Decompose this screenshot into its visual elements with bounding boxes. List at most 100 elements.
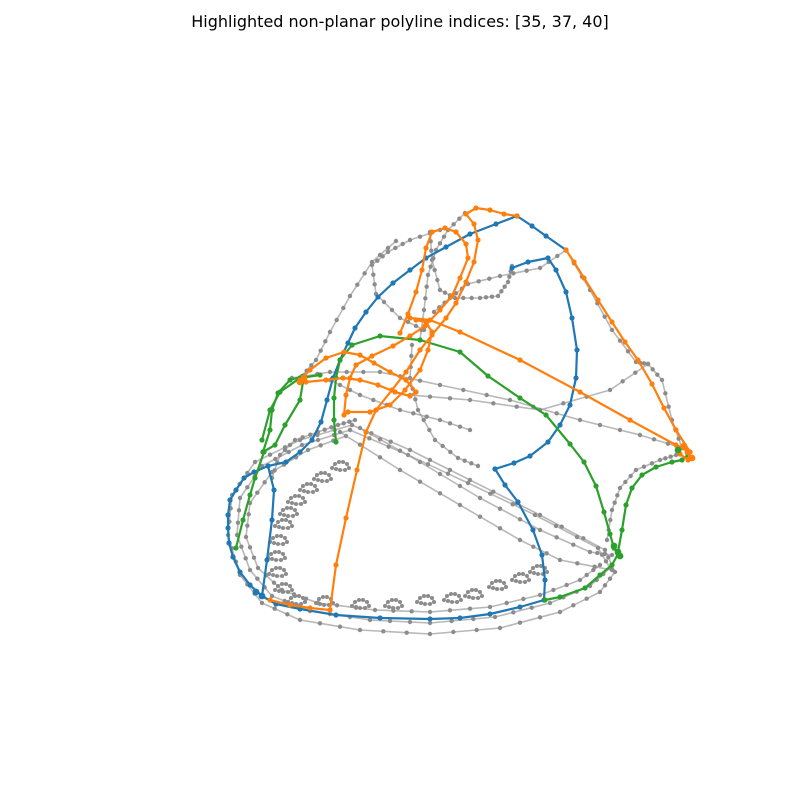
context-polyline-point xyxy=(577,577,583,583)
context-marker-cluster xyxy=(268,534,289,546)
highlight-polyline-40-point xyxy=(341,412,347,418)
highlight-polyline-40-point xyxy=(457,275,463,281)
context-marker-cluster-point xyxy=(280,574,284,578)
highlight-polyline-37-point xyxy=(609,562,615,568)
context-marker-cluster-point xyxy=(446,599,450,603)
context-polyline-point xyxy=(649,461,655,466)
context-polyline-point xyxy=(425,272,431,278)
context-polyline-point xyxy=(305,447,311,453)
context-polyline-point xyxy=(584,596,589,601)
context-polyline-point xyxy=(609,552,615,558)
context-polyline-point xyxy=(595,550,600,556)
highlight-polyline-35-point xyxy=(517,604,523,610)
context-polyline-point xyxy=(246,512,251,517)
context-polyline-point xyxy=(315,437,321,443)
highlight-polyline-35-point xyxy=(309,437,315,443)
highlight-polyline-37-point xyxy=(277,389,283,395)
context-polyline-point xyxy=(628,473,633,479)
context-polyline-point xyxy=(484,392,489,398)
context-polyline-point xyxy=(499,289,504,294)
context-marker-cluster-point xyxy=(299,502,303,506)
context-polyline-point xyxy=(357,425,363,431)
context-polyline-point xyxy=(427,609,433,615)
highlight-polyline-40-point xyxy=(407,333,413,339)
context-polyline-point xyxy=(273,456,278,462)
context-polyline-point xyxy=(417,378,423,383)
highlight-polyline-37-point xyxy=(259,437,265,443)
context-polyline-point xyxy=(491,401,496,406)
context-polyline-point xyxy=(449,618,454,624)
context-marker-cluster-point xyxy=(281,542,285,546)
context-polyline-point xyxy=(447,421,453,426)
context-polyline-point xyxy=(465,480,471,486)
highlight-polyline-40-point xyxy=(333,562,339,568)
context-marker-cluster-point xyxy=(539,564,543,568)
context-polyline-point xyxy=(287,442,293,448)
context-polyline-point xyxy=(259,600,265,606)
context-polyline-point xyxy=(497,526,503,531)
context-marker-cluster xyxy=(463,588,484,600)
context-marker-cluster-point xyxy=(281,590,285,594)
context-marker-cluster-point xyxy=(500,587,504,591)
highlight-polyline-40-point xyxy=(457,329,463,335)
highlight-polyline-40-point xyxy=(622,339,628,345)
context-marker-cluster xyxy=(273,518,294,530)
context-polyline-point xyxy=(609,507,615,513)
context-marker-cluster xyxy=(286,494,307,506)
context-marker-cluster-point xyxy=(418,596,422,600)
context-polyline-point xyxy=(329,425,334,430)
highlight-polyline-37-point xyxy=(240,517,246,523)
context-polyline-point xyxy=(623,479,628,485)
context-polyline-point xyxy=(389,307,395,313)
highlight-polyline-35-point xyxy=(574,347,580,353)
highlight-polyline-40-point xyxy=(453,229,459,235)
context-marker-cluster-point xyxy=(299,602,303,606)
context-marker-cluster-point xyxy=(354,605,358,609)
context-polyline-path xyxy=(419,212,466,341)
context-polyline-point xyxy=(602,314,607,319)
context-polyline-point xyxy=(347,387,353,393)
context-polyline-point xyxy=(272,606,277,611)
context-polyline-point xyxy=(609,327,615,333)
context-polyline-point xyxy=(511,610,516,615)
highlight-polyline-37-point xyxy=(597,572,603,578)
context-polyline-point xyxy=(337,624,343,629)
highlight-polyline-40-point xyxy=(473,205,479,211)
context-polyline-point xyxy=(537,592,543,598)
context-polyline-point xyxy=(337,382,343,388)
context-marker-cluster-point xyxy=(470,588,474,592)
context-polyline-point xyxy=(347,427,353,433)
context-polyline-point xyxy=(617,427,623,433)
context-marker-cluster-point xyxy=(298,488,302,492)
context-marker-cluster-point xyxy=(350,604,354,608)
context-polyline-point xyxy=(507,397,513,403)
context-polyline-point xyxy=(575,561,580,566)
highlight-polyline-37-point xyxy=(619,527,625,533)
highlight-polyline-40-point xyxy=(627,417,633,423)
context-marker-cluster-point xyxy=(315,488,319,492)
context-marker-cluster-point xyxy=(275,574,279,578)
context-polyline-point xyxy=(361,369,366,375)
highlight-polyline-40-point xyxy=(475,237,481,243)
context-marker-cluster-point xyxy=(291,514,295,518)
context-polyline-point xyxy=(318,443,323,448)
context-polyline-point xyxy=(247,567,253,573)
context-polyline-point xyxy=(574,534,580,540)
context-marker-cluster-point xyxy=(383,604,387,608)
context-polyline-point xyxy=(437,287,443,293)
context-marker-cluster-point xyxy=(312,477,316,481)
context-polyline-point xyxy=(421,417,426,423)
highlight-polyline-40-point xyxy=(353,362,359,368)
context-polyline-point xyxy=(641,361,647,366)
context-polyline-point xyxy=(397,407,403,413)
context-polyline-point xyxy=(584,572,589,578)
context-polyline-point xyxy=(659,377,665,383)
context-polyline-point xyxy=(397,448,403,453)
context-polyline-point xyxy=(448,449,453,455)
context-marker-cluster-point xyxy=(302,489,306,493)
highlight-polyline-37-point xyxy=(331,417,337,423)
context-polyline-point xyxy=(571,603,576,608)
context-polyline-point xyxy=(397,315,403,321)
context-polyline-point xyxy=(282,598,287,604)
highlight-polyline-40-point xyxy=(387,402,393,408)
